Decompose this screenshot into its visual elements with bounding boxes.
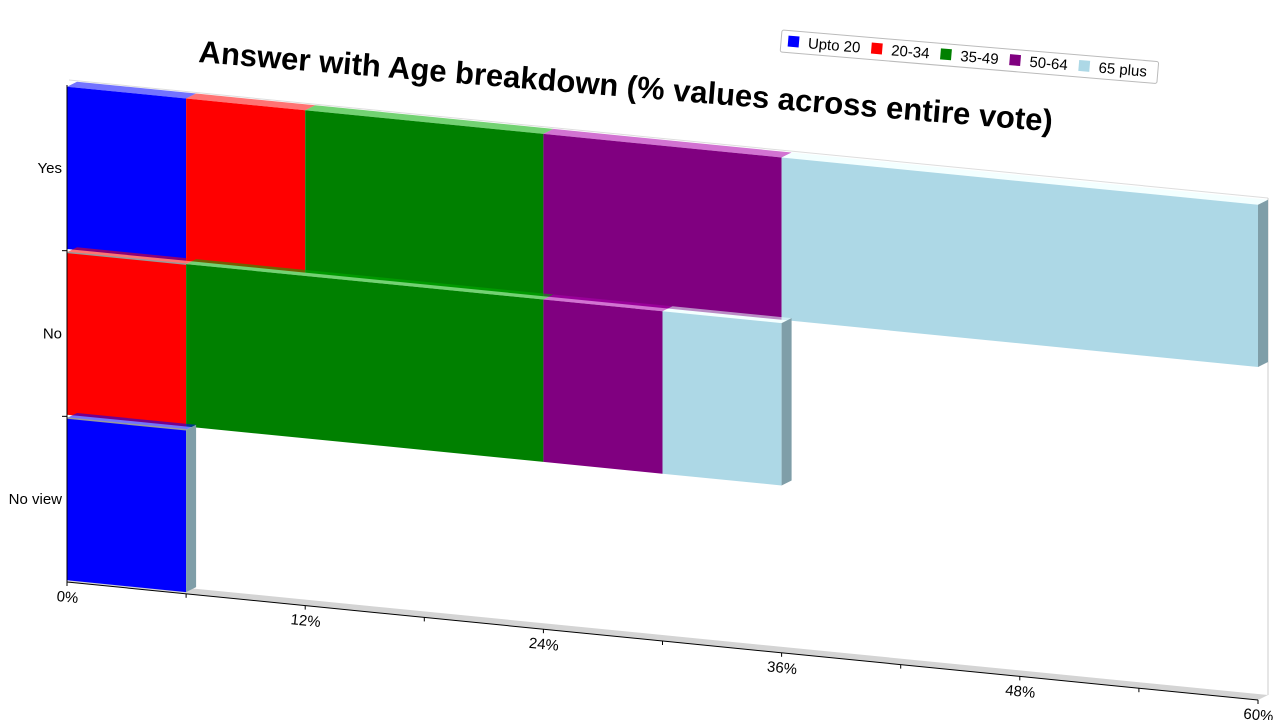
y-axis: Yes No No view bbox=[9, 160, 67, 508]
legend-label: 35-49 bbox=[960, 48, 1000, 68]
x-tick-label: 48% bbox=[1004, 682, 1036, 702]
bar-yes-upto-20 bbox=[67, 81, 197, 261]
bar-yes-20-34 bbox=[186, 93, 316, 273]
category-label-yes: Yes bbox=[38, 160, 62, 177]
bar-no-view-upto-20 bbox=[66, 413, 197, 593]
legend-swatch bbox=[787, 35, 800, 48]
plot-area bbox=[66, 81, 1268, 593]
legend-item-upto-20[interactable]: Upto 20 bbox=[787, 34, 861, 57]
bar-no-20-34 bbox=[66, 247, 197, 427]
bar-yes-65-plus bbox=[781, 152, 1268, 367]
legend-swatch bbox=[1009, 54, 1022, 67]
legend-item-35-49[interactable]: 35-49 bbox=[940, 46, 1000, 68]
x-tick-label: 60% bbox=[1243, 706, 1275, 720]
legend-label: 50-64 bbox=[1029, 54, 1069, 74]
bar-no-50-64 bbox=[543, 294, 673, 474]
legend-item-50-64[interactable]: 50-64 bbox=[1009, 52, 1069, 74]
legend-swatch bbox=[870, 42, 883, 55]
legend-label: 65 plus bbox=[1098, 60, 1148, 81]
legend-item-65-plus[interactable]: 65 plus bbox=[1078, 58, 1148, 81]
x-tick-label: 24% bbox=[528, 635, 560, 655]
x-tick-label: 36% bbox=[766, 658, 798, 678]
category-label-no-view: No view bbox=[9, 491, 63, 508]
legend: Upto 20 20-34 35-49 50-64 65 plus bbox=[779, 29, 1160, 84]
legend-label: Upto 20 bbox=[807, 35, 861, 56]
bar-no-35-49 bbox=[186, 259, 554, 462]
legend-label: 20-34 bbox=[890, 42, 930, 62]
category-label-no: No bbox=[43, 326, 62, 343]
legend-item-20-34[interactable]: 20-34 bbox=[870, 41, 931, 63]
x-tick-label: 12% bbox=[290, 611, 322, 631]
bar-yes-35-49 bbox=[305, 105, 554, 297]
bar-no-65-plus bbox=[662, 306, 792, 486]
back-wall-top-edge bbox=[68, 79, 1269, 199]
legend-swatch bbox=[940, 48, 952, 61]
legend-swatch bbox=[1078, 59, 1091, 72]
x-tick-label: 0% bbox=[56, 588, 79, 607]
bar-yes-50-64 bbox=[543, 128, 792, 320]
chart-floor bbox=[67, 577, 1268, 700]
x-axis: 0% 12% 24% 36% 48% 60% bbox=[56, 85, 1274, 720]
